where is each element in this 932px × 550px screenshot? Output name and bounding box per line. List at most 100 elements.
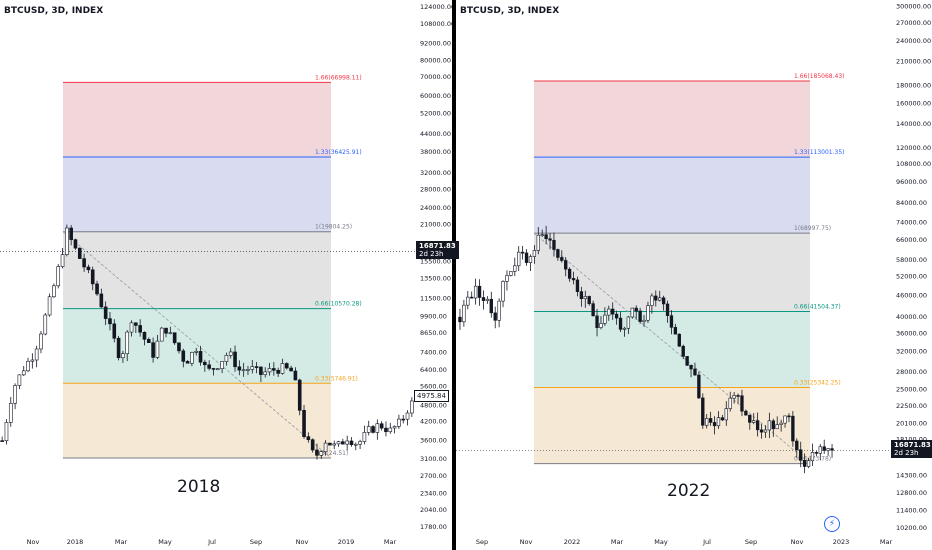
x-tick-label: Sep bbox=[250, 538, 262, 546]
x-tick-label: Jul bbox=[207, 538, 216, 546]
candle-body bbox=[272, 368, 276, 371]
x-tick-label: Mar bbox=[115, 538, 128, 546]
candle-body bbox=[168, 332, 173, 335]
y-tick-label: 20100.00 bbox=[896, 419, 927, 427]
candle-body bbox=[185, 361, 190, 364]
x-tick-label: Sep bbox=[476, 538, 488, 546]
y-tick-label: 2700.00 bbox=[420, 472, 447, 480]
candle-body bbox=[595, 315, 599, 328]
y-tick-label: 6400.00 bbox=[420, 366, 447, 374]
candle-body bbox=[732, 395, 736, 399]
candle-body bbox=[622, 327, 627, 330]
y-tick-label: 84000.00 bbox=[896, 199, 927, 207]
candle-body bbox=[458, 316, 462, 323]
candle-body bbox=[190, 352, 194, 364]
y-tick-label: 96000.00 bbox=[896, 178, 927, 186]
candle-body bbox=[69, 227, 73, 240]
candle-body bbox=[181, 350, 186, 362]
candle-body bbox=[103, 306, 108, 319]
x-tick-label: Mar bbox=[611, 538, 624, 546]
candle-body bbox=[401, 418, 406, 421]
candle-body bbox=[366, 426, 371, 433]
x-tick-label: Nov bbox=[520, 538, 533, 546]
last-price-countdown-right: 2d 23h bbox=[894, 449, 919, 457]
candle-body bbox=[194, 351, 199, 353]
candle-body bbox=[56, 266, 61, 287]
candle-body bbox=[556, 249, 560, 258]
candle-body bbox=[306, 436, 311, 440]
candle-body bbox=[52, 285, 56, 298]
candle-body bbox=[215, 368, 220, 370]
x-tick-label: 2022 bbox=[564, 538, 581, 546]
y-tick-label: 120000.00 bbox=[896, 144, 931, 152]
y-tick-label: 240000.00 bbox=[896, 37, 931, 45]
candle-body bbox=[755, 420, 760, 431]
x-tick-label: Nov bbox=[27, 538, 40, 546]
y-tick-label: 180000.00 bbox=[896, 81, 931, 89]
pane-title-right: BTCUSD, 3D, INDEX bbox=[460, 6, 560, 16]
candle-body bbox=[712, 422, 717, 427]
candle-body bbox=[73, 239, 78, 249]
candle-body bbox=[362, 432, 367, 442]
candle-body bbox=[787, 415, 791, 418]
candle-body bbox=[13, 385, 17, 404]
y-tick-label: 80000.00 bbox=[420, 57, 451, 65]
fib-level-label: 1.33(36425.91) bbox=[315, 149, 362, 156]
candle-body bbox=[177, 342, 181, 352]
candle-body bbox=[99, 293, 104, 308]
candle-body bbox=[39, 333, 43, 350]
y-tick-label: 11500.00 bbox=[420, 294, 451, 302]
candle-body bbox=[237, 366, 242, 371]
y-tick-label: 14300.00 bbox=[896, 472, 927, 480]
candle-body bbox=[517, 251, 521, 267]
fib-zone bbox=[63, 308, 331, 384]
candle-body bbox=[693, 368, 697, 376]
candle-body bbox=[207, 364, 211, 369]
candle-body bbox=[783, 415, 787, 424]
last-price-badge-right: 16871.83 2d 23h bbox=[891, 440, 932, 458]
candle-body bbox=[86, 266, 91, 271]
last-price-badge-left: 16871.83 2d 23h bbox=[416, 241, 459, 259]
candle-body bbox=[814, 452, 819, 454]
candle-body bbox=[587, 296, 591, 304]
candle-body bbox=[720, 417, 725, 421]
y-tick-label: 12800.00 bbox=[896, 489, 927, 497]
y-tick-label: 210000.00 bbox=[896, 58, 931, 66]
candle-body bbox=[661, 297, 666, 305]
y-tick-label: 4800.00 bbox=[420, 401, 447, 409]
candle-body bbox=[752, 420, 756, 423]
x-tick-label: Sep bbox=[745, 538, 757, 546]
candle-body bbox=[90, 269, 95, 285]
candle-body bbox=[536, 234, 540, 251]
candle-body bbox=[795, 440, 799, 451]
y-tick-label: 124000.00 bbox=[420, 3, 455, 11]
candle-body bbox=[336, 441, 341, 445]
y-tick-label: 1780.00 bbox=[420, 523, 447, 531]
pane-divider[interactable] bbox=[452, 0, 456, 550]
lightning-bolt-icon[interactable]: ⚡ bbox=[824, 516, 840, 532]
candle-body bbox=[775, 424, 779, 430]
candle-body bbox=[630, 307, 634, 318]
candle-body bbox=[280, 363, 285, 374]
candle-body bbox=[818, 446, 822, 454]
candle-body bbox=[43, 314, 48, 335]
x-tick-label: Nov bbox=[791, 538, 804, 546]
trend-line bbox=[62, 231, 332, 459]
candle-body bbox=[575, 279, 580, 292]
y-tick-label: 46000.00 bbox=[896, 292, 927, 300]
candle-body bbox=[724, 408, 728, 421]
candle-body bbox=[263, 371, 268, 375]
y-tick-label: 70000.00 bbox=[420, 73, 451, 81]
y-tick-label: 3600.00 bbox=[420, 437, 447, 445]
candle-body bbox=[259, 366, 263, 375]
candle-body bbox=[151, 342, 155, 358]
candle-body bbox=[481, 297, 486, 301]
candle-body bbox=[267, 368, 272, 373]
candle-body bbox=[4, 422, 9, 442]
candle-body bbox=[634, 307, 638, 312]
candle-body bbox=[603, 314, 607, 324]
last-price-value-left: 16871.83 bbox=[419, 242, 456, 250]
candle-body bbox=[806, 460, 811, 467]
candle-body bbox=[250, 366, 255, 370]
candle-body bbox=[129, 322, 134, 333]
